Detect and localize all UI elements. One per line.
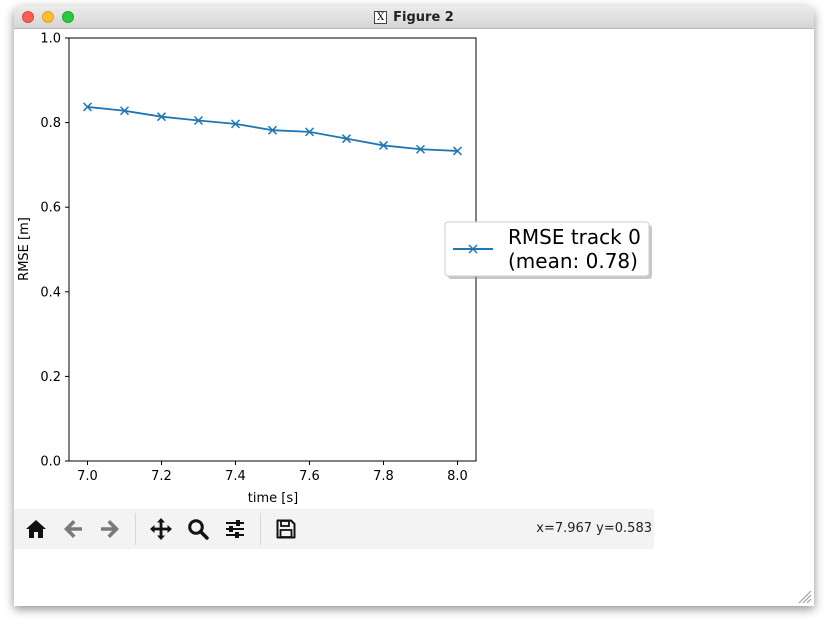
x-tick-label: 7.6 [299, 469, 320, 484]
data-point-marker [82, 102, 93, 112]
data-point-marker [415, 144, 426, 154]
figure-window: X Figure 2 7.0 7.2 7.4 7.6 7.8 8.0 0.0 0.2 0.4 0… [14, 6, 814, 606]
data-point-marker [230, 119, 241, 129]
navigation-toolbar: x=7.967 y=0.583 [14, 509, 654, 549]
configure-subplots-icon [226, 520, 244, 538]
zoom-icon [188, 519, 209, 540]
x11-app-icon: X [374, 10, 388, 24]
data-point-marker [452, 146, 463, 156]
x-tick-label: 7.8 [373, 469, 394, 484]
forward-button[interactable] [95, 514, 125, 544]
x-tick-label: 7.0 [77, 469, 98, 484]
cursor-coordinates: x=7.967 y=0.583 [536, 521, 652, 536]
x-tick-label: 7.2 [151, 469, 172, 484]
title-bar: X Figure 2 [14, 6, 814, 29]
toolbar-separator [135, 513, 136, 545]
x-tick-label: 8.0 [447, 469, 468, 484]
y-axis-label: RMSE [m] [17, 217, 32, 281]
data-point-marker [304, 127, 315, 137]
zoom-button[interactable] [183, 514, 213, 544]
window-title: Figure 2 [393, 9, 454, 25]
forward-icon [101, 520, 119, 538]
legend-marker-icon [468, 244, 478, 254]
pan-button[interactable] [146, 514, 176, 544]
y-tick-label: 0.4 [40, 285, 61, 300]
x-axis-ticks: 7.0 7.2 7.4 7.6 7.8 8.0 [77, 461, 468, 484]
maximize-button[interactable] [62, 11, 74, 23]
configure-subplots-button[interactable] [220, 514, 250, 544]
minimize-button[interactable] [42, 11, 54, 23]
data-point-marker [378, 140, 389, 150]
plot-canvas[interactable]: 7.0 7.2 7.4 7.6 7.8 8.0 0.0 0.2 0.4 0.6 0.8 1.0 ti… [14, 29, 814, 509]
resize-grip-icon[interactable] [798, 590, 812, 604]
save-button[interactable] [271, 514, 301, 544]
x-axis-label: time [s] [248, 491, 298, 506]
legend[interactable]: RMSE track 0 (mean: 0.78) [444, 221, 652, 279]
back-icon [64, 520, 82, 538]
home-icon [26, 520, 46, 538]
data-point-marker [156, 112, 167, 122]
y-axis-ticks: 0.0 0.2 0.4 0.6 0.8 1.0 [40, 32, 69, 470]
data-point-marker [267, 125, 278, 135]
pan-icon [150, 518, 172, 540]
data-point-marker [341, 134, 352, 144]
save-icon [276, 519, 296, 539]
axes [68, 37, 477, 462]
legend-label-line-1: RMSE track 0 [508, 225, 641, 249]
series-line-layer [82, 102, 463, 156]
back-button[interactable] [58, 514, 88, 544]
x-tick-label: 7.4 [225, 469, 246, 484]
legend-label-line-2: (mean: 0.78) [508, 249, 638, 273]
toolbar-separator [260, 513, 261, 545]
y-tick-label: 0.6 [40, 201, 61, 216]
plot-area-frame [68, 37, 477, 462]
data-point-marker [119, 106, 130, 116]
y-tick-label: 0.8 [40, 116, 61, 131]
home-button[interactable] [21, 514, 51, 544]
data-point-marker [193, 115, 204, 126]
y-tick-label: 1.0 [40, 32, 61, 47]
close-button[interactable] [22, 11, 34, 23]
y-tick-label: 0.2 [40, 370, 61, 385]
y-tick-label: 0.0 [40, 455, 61, 470]
